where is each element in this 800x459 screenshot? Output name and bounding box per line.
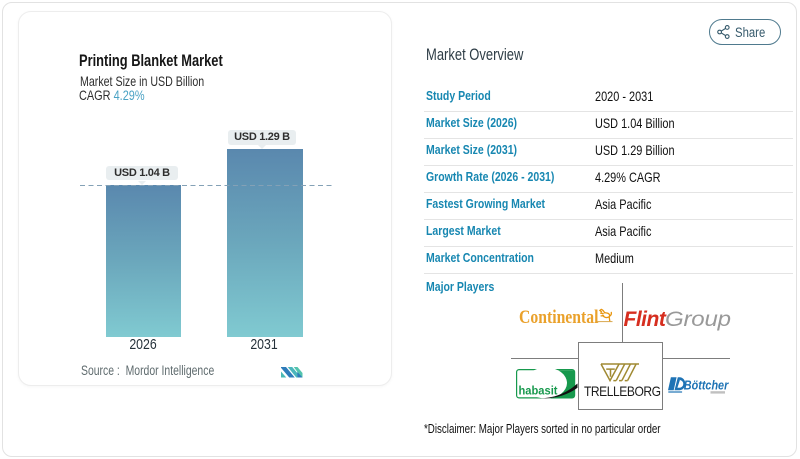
svg-text:Böttcher: Böttcher — [684, 377, 729, 392]
svg-text:habasit: habasit — [519, 384, 558, 398]
svg-text:Continental: Continental — [519, 308, 599, 328]
